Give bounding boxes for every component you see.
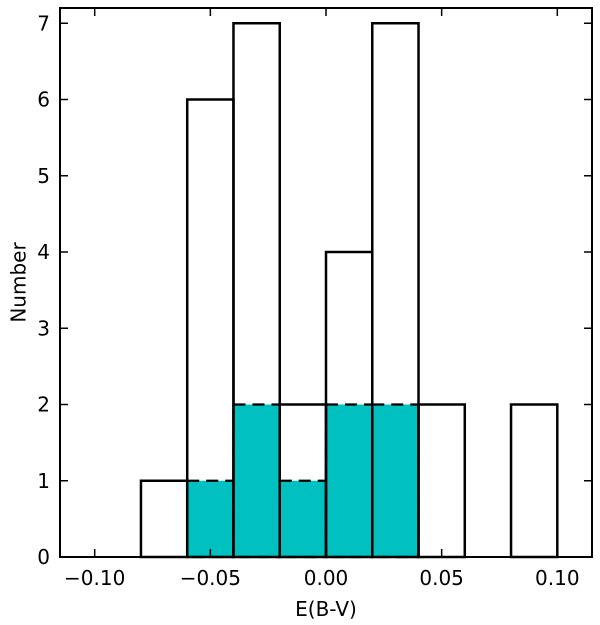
x-tick-label: 0.00	[304, 566, 349, 590]
y-tick-label: 7	[37, 11, 50, 35]
x-axis-label: E(B-V)	[295, 597, 357, 621]
y-tick-label: 1	[37, 469, 50, 493]
y-tick-label: 3	[37, 316, 50, 340]
x-tick-label: −0.10	[64, 566, 125, 590]
ticks-layer	[60, 8, 592, 558]
y-tick-label: 5	[37, 164, 50, 188]
filled-bar	[371, 403, 420, 559]
outline-bar	[509, 403, 559, 559]
x-tick-label: −0.05	[180, 566, 241, 590]
filled-bar	[278, 479, 328, 559]
x-tick-label: 0.10	[535, 566, 580, 590]
y-tick-label: 2	[37, 393, 50, 417]
y-tick-label: 6	[37, 88, 50, 112]
outline-bar	[139, 479, 189, 559]
filled-bar	[232, 403, 281, 559]
outline-bar	[417, 403, 467, 559]
y-tick-labels: 0 1 2 3 4 5 6 7	[37, 11, 50, 569]
filled-series-layer	[186, 403, 420, 559]
filled-bar	[324, 403, 374, 559]
y-tick-label: 0	[37, 545, 50, 569]
y-tick-label: 4	[37, 240, 50, 264]
x-tick-label: 0.05	[419, 566, 464, 590]
x-tick-labels: −0.10 −0.05 0.00 0.05 0.10	[64, 566, 580, 590]
filled-bar	[186, 479, 235, 559]
y-axis-label: Number	[7, 242, 31, 323]
